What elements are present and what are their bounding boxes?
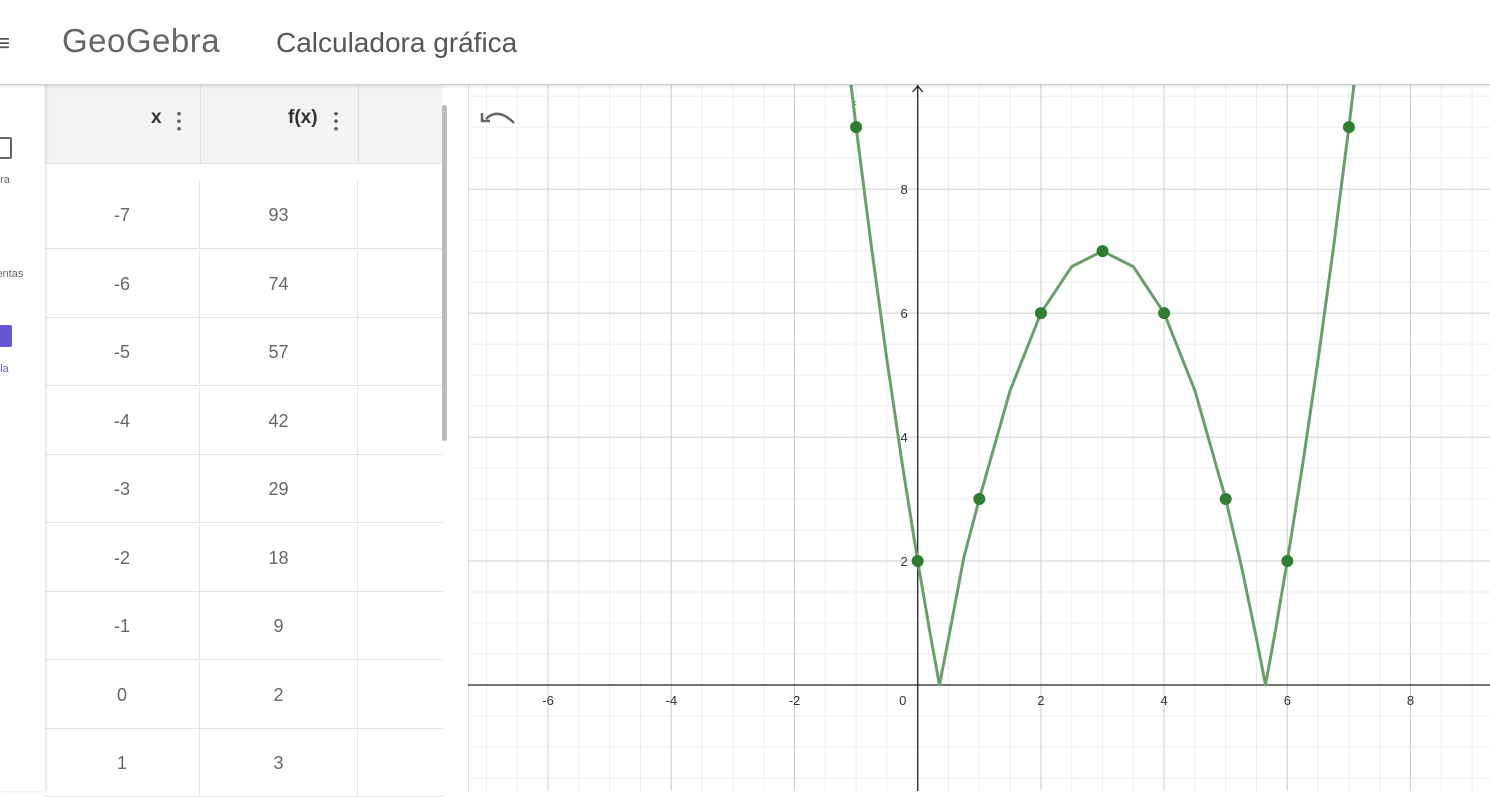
fx-cell[interactable]: 2 [200, 660, 358, 729]
fx-cell[interactable]: 18 [200, 523, 358, 592]
empty-cell[interactable] [358, 729, 443, 797]
x-tick-label: -2 [789, 693, 801, 708]
menu-button[interactable]: ≡ [0, 30, 11, 57]
graph-view: -6 -4 -2 0 2 4 6 8 2 4 6 8 f [468, 85, 1490, 791]
axis-arrow [912, 85, 924, 93]
sidebar: bra ientas bla [0, 85, 45, 791]
empty-cell[interactable] [358, 661, 443, 729]
empty-cell[interactable] [358, 455, 443, 523]
x-cell[interactable]: 0 [45, 660, 200, 729]
x-cell[interactable]: 1 [45, 729, 200, 797]
y-tick-label: 6 [900, 306, 907, 321]
x-tick-label: 8 [1407, 693, 1414, 708]
x-tick-label: 6 [1284, 693, 1291, 708]
fx-cell[interactable]: 3 [200, 729, 358, 797]
fx-cell[interactable]: 74 [200, 249, 358, 318]
table-header: x f(x) [45, 85, 443, 164]
x-cell[interactable]: -2 [45, 523, 200, 592]
empty-cell[interactable] [358, 387, 443, 455]
x-cell[interactable]: -4 [45, 386, 200, 455]
sidebar-item[interactable]: ientas [0, 268, 24, 280]
point [973, 493, 986, 506]
x-tick-label: 2 [1037, 693, 1044, 708]
header: ≡ GeoGebra Calculadora gráfica [0, 0, 1490, 85]
x-cell[interactable]: -5 [45, 318, 200, 386]
y-tick-label: 8 [900, 182, 907, 197]
point [1158, 307, 1171, 320]
x-cell[interactable]: -7 [45, 181, 200, 249]
table-panel: x f(x) -7 93 -6 74 -5 57 -4 42 -3 29 -2 18 -1 9 0 2 1 3 [45, 85, 469, 797]
column-menu[interactable] [334, 110, 338, 132]
point [1219, 493, 1232, 506]
icon [0, 325, 12, 347]
empty-cell[interactable] [358, 592, 443, 660]
x-cell[interactable]: -1 [45, 592, 200, 660]
sidebar-item[interactable]: bra [0, 174, 10, 186]
fx-cell[interactable]: 29 [200, 455, 358, 523]
point [911, 555, 924, 568]
x-tick-label: -6 [542, 693, 554, 708]
x-cell[interactable]: -6 [45, 249, 200, 318]
x-tick-label: -4 [666, 693, 678, 708]
fx-cell[interactable]: 93 [200, 181, 358, 249]
sidebar-item[interactable]: bla [0, 363, 9, 375]
y-tick-label: 2 [900, 554, 907, 569]
scrollbar[interactable] [442, 105, 447, 441]
point [850, 121, 863, 134]
point [1034, 307, 1047, 320]
fx-cell[interactable]: 42 [200, 386, 358, 455]
logo[interactable]: GeoGebra [62, 22, 221, 59]
fx-cell[interactable]: 9 [200, 592, 358, 660]
fx-cell[interactable]: 57 [200, 318, 358, 386]
point [1281, 555, 1294, 568]
app-title: Calculadora gráfica [276, 27, 518, 58]
column-menu[interactable] [177, 110, 181, 132]
column-header[interactable]: f(x) [288, 107, 318, 128]
function-label: f [852, 99, 857, 116]
empty-cell[interactable] [358, 181, 443, 249]
empty-cell[interactable] [358, 250, 443, 318]
y-tick-label: 4 [900, 430, 907, 445]
empty-cell[interactable] [358, 524, 443, 592]
point [1342, 121, 1355, 134]
undo-button[interactable] [480, 112, 515, 124]
icon [0, 137, 12, 159]
point [1096, 245, 1109, 258]
empty-cell[interactable] [358, 318, 443, 386]
x-tick-label: 4 [1161, 693, 1168, 708]
x-cell[interactable]: -3 [45, 455, 200, 523]
column-header[interactable]: x [151, 107, 162, 128]
x-tick-label: 0 [899, 693, 906, 708]
